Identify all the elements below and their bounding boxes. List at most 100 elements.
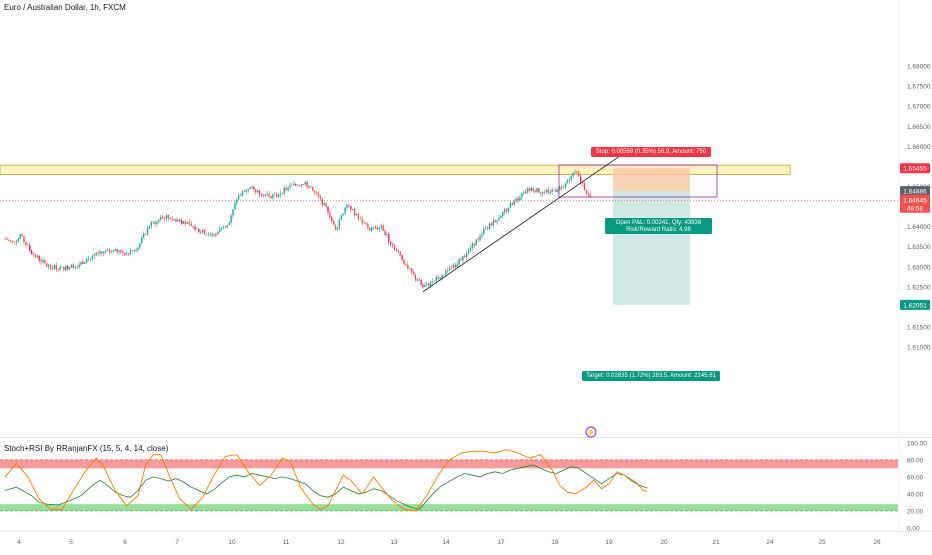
- candle-body: [167, 215, 170, 218]
- candle-body: [521, 193, 523, 198]
- candle-body: [585, 190, 588, 194]
- candle-body: [428, 284, 430, 286]
- candle-body: [230, 215, 232, 223]
- candle-body: [181, 220, 183, 224]
- candle-body: [198, 228, 200, 232]
- price-tick-label: 1.61500: [907, 325, 931, 332]
- oversold-band: [0, 504, 898, 511]
- candle-body: [232, 209, 234, 216]
- candle-body: [561, 187, 563, 188]
- candle-body: [84, 262, 86, 264]
- candle-body: [390, 241, 392, 244]
- candle-body: [532, 188, 534, 191]
- candle-body: [479, 236, 481, 240]
- candle-body: [120, 250, 122, 252]
- candle-body: [420, 280, 422, 285]
- candle-body: [105, 250, 107, 253]
- price-tick-label: 1.62500: [907, 284, 931, 291]
- candle-body: [431, 281, 434, 282]
- candle-body: [540, 192, 542, 194]
- time-tick-label: 26: [873, 539, 881, 546]
- candle-body: [51, 268, 54, 270]
- candle-body: [63, 266, 65, 270]
- candle-body: [562, 187, 565, 188]
- candle-body: [300, 184, 303, 186]
- candle-body: [454, 264, 456, 268]
- candle-body: [338, 219, 341, 228]
- time-tick-label: 12: [337, 539, 345, 546]
- candle-body: [137, 247, 139, 250]
- candle-body: [34, 254, 37, 257]
- candle-body: [391, 243, 394, 246]
- candle-body: [515, 198, 517, 201]
- candle-body: [363, 222, 365, 224]
- candle-body: [403, 259, 405, 265]
- candle-body: [11, 240, 14, 242]
- candle-body: [49, 264, 52, 269]
- candle-body: [67, 265, 69, 270]
- price-tick-label: 1.66500: [907, 124, 931, 131]
- candle-body: [399, 252, 401, 256]
- candle-body: [505, 209, 508, 212]
- candle-body: [296, 185, 299, 186]
- candle-body: [500, 215, 502, 218]
- open-pnl-label-text: Risk/Reward Ratio: 4.98: [626, 227, 691, 233]
- candle-body: [414, 274, 417, 279]
- candle-body: [44, 260, 46, 264]
- candle-body: [382, 225, 384, 231]
- candle-body: [543, 191, 546, 193]
- candle-body: [587, 193, 589, 195]
- candle-body: [523, 192, 525, 194]
- candle-body: [458, 258, 460, 265]
- candle-body: [177, 220, 179, 222]
- candle-body: [509, 203, 512, 208]
- candle-body: [371, 227, 373, 231]
- candle-body: [298, 185, 301, 186]
- candle-body: [184, 221, 187, 224]
- candle-body: [228, 222, 230, 226]
- candle-body: [526, 188, 529, 193]
- candle-body: [475, 239, 477, 246]
- candle-body: [238, 195, 240, 200]
- candle-body: [352, 209, 354, 210]
- candle-body: [441, 274, 443, 278]
- candle-body: [293, 184, 295, 186]
- candle-body: [331, 217, 333, 221]
- candle-body: [201, 229, 204, 233]
- candle-body: [393, 245, 396, 250]
- price-label-bg: [900, 163, 930, 174]
- candle-body: [376, 228, 379, 230]
- candle-body: [445, 270, 447, 275]
- candle-body: [200, 231, 202, 233]
- candle-body: [171, 219, 173, 220]
- candle-body: [378, 227, 380, 230]
- stop-label-text: Stop: 0.00569 (0.35%) 56.9, Amount: 750: [596, 149, 707, 155]
- candle-body: [129, 250, 132, 255]
- candle-body: [55, 265, 57, 270]
- candle-body: [27, 244, 29, 246]
- candle-body: [274, 194, 276, 195]
- candle-body: [467, 250, 470, 254]
- candle-body: [215, 234, 217, 235]
- candle-body: [551, 189, 553, 192]
- candle-body: [148, 226, 151, 229]
- candle-body: [466, 253, 468, 257]
- candle-body: [435, 277, 437, 281]
- candle-body: [494, 220, 496, 223]
- candle-body: [372, 227, 375, 228]
- indicator-tick-label: 0.00: [907, 526, 920, 533]
- candle-body: [405, 264, 407, 265]
- indicator-tick-label: 40.00: [907, 491, 924, 498]
- candle-body: [23, 236, 25, 243]
- price-label-text: 1.62051: [903, 302, 927, 309]
- time-tick-label: 20: [660, 539, 668, 546]
- time-tick-label: 14: [442, 539, 450, 546]
- candle-body: [162, 217, 164, 218]
- candle-body: [255, 189, 257, 193]
- candle-body: [469, 247, 472, 251]
- candle-body: [365, 222, 367, 225]
- candle-body: [513, 200, 515, 205]
- candle-body: [95, 252, 97, 255]
